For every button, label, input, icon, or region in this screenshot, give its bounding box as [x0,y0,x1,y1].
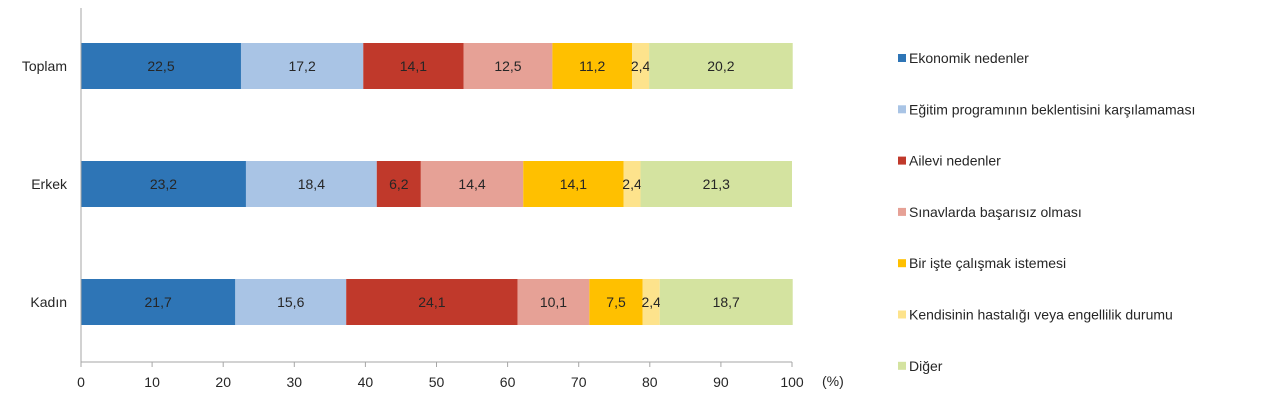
bars-layer: 22,5 17,2 14,1 12,5 11,2 2,4 20,2 23,2 18,4 6,2 14… [81,43,793,325]
x-tick-label: 30 [287,374,303,390]
bar-value-label: 21,7 [145,294,172,310]
bar-segment [81,161,246,207]
x-tick-label: 60 [500,374,516,390]
bar-segment [81,279,236,325]
bar-value-label: 2,4 [641,294,661,310]
bar-value-label: 2,4 [622,176,642,192]
bar-value-label: 24,1 [418,294,445,310]
legend-label: Bir işte çalışmak istemesi [909,255,1066,271]
bar-value-label: 22,5 [147,58,174,74]
x-tick-label: 50 [429,374,445,390]
x-tick-label: 80 [642,374,658,390]
bar-segment [240,43,364,89]
legend-label: Eğitim programının beklentisini karşılam… [909,101,1195,117]
x-tick-label: 90 [713,374,729,390]
bar-segment [376,161,421,207]
bar-segment [659,279,793,325]
bar-segment [235,279,347,325]
bar-value-label: 2,4 [631,58,651,74]
bar-segment [463,43,553,89]
bar-segment [245,161,377,207]
bar-value-label: 14,4 [458,176,485,192]
bar-value-label: 18,7 [713,294,740,310]
bar-segment [346,279,518,325]
bar-value-label: 11,2 [579,58,605,74]
category-label: Kadın [30,294,67,310]
legend-label: Sınavlarda başarısız olması [909,204,1082,220]
bar-value-label: 21,3 [703,176,730,192]
legend-label: Kendisinin hastalığı veya engellilik dur… [909,307,1173,323]
bar-value-label: 20,2 [707,58,734,74]
bar-segment [420,161,524,207]
bar-segment [363,43,464,89]
bar-segment [81,43,241,89]
x-tick-label: 40 [358,374,374,390]
legend-swatch [898,156,906,165]
bar-value-label: 7,5 [606,294,626,310]
legend-swatch [898,207,906,216]
bar-value-label: 23,2 [150,176,177,192]
bar-segment [517,279,590,325]
legend: Ekonomik nedenler Eğitim programının bekl… [898,50,1195,374]
x-tick-label: 100 [780,374,804,390]
category-label: Toplam [22,58,67,74]
x-tick-label: 70 [571,374,587,390]
bar-segment [523,161,624,207]
bar-segment [640,161,792,207]
bar-value-label: 12,5 [494,58,521,74]
x-tick-label: 0 [77,374,85,390]
bar-value-label: 14,1 [560,176,587,192]
bar-value-label: 15,6 [277,294,304,310]
bar-value-label: 6,2 [389,176,409,192]
bar-value-label: 17,2 [288,58,315,74]
bar-segment [642,279,660,325]
bar-value-label: 18,4 [298,176,325,192]
bar-value-label: 10,1 [540,294,567,310]
bar-segment [589,279,643,325]
legend-label: Ailevi nedenler [909,153,1001,169]
category-labels: Toplam Erkek Kadın [22,58,68,310]
x-axis: 0 10 20 30 40 50 60 70 80 90 100 (%) [77,8,844,390]
legend-swatch [898,105,906,114]
legend-swatch [898,259,906,268]
bar-segment [623,161,641,207]
bar-segment [552,43,633,89]
x-tick-label: 20 [215,374,231,390]
x-unit-label: (%) [822,373,844,389]
legend-swatch [898,310,906,319]
bar-segment [632,43,650,89]
x-tick-label: 10 [144,374,160,390]
legend-label: Ekonomik nedenler [909,50,1029,66]
bar-value-label: 14,1 [400,58,427,74]
bar-segment [649,43,793,89]
legend-swatch [898,54,906,62]
category-label: Erkek [31,176,68,192]
legend-swatch [898,361,906,370]
legend-label: Diğer [909,358,943,374]
